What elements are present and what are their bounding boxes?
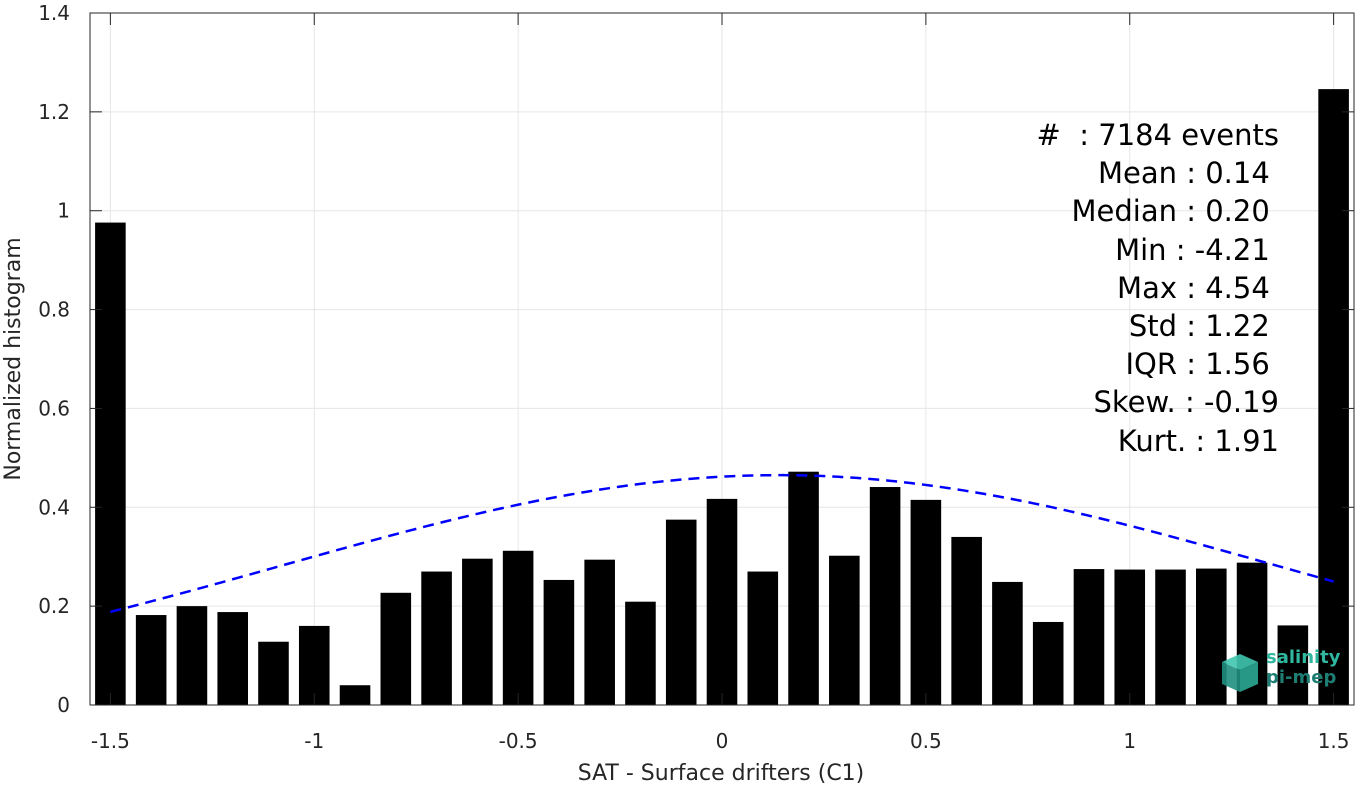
bar-20	[910, 499, 942, 705]
y-tick-label-0: 0	[57, 693, 70, 717]
bar-5	[298, 625, 330, 705]
bar-14	[665, 519, 697, 705]
bar-3	[217, 612, 248, 705]
bar-7	[380, 592, 412, 705]
logo-line2: pi-mep	[1266, 667, 1337, 688]
stat-events: # : 7184 events	[1036, 118, 1279, 152]
x-tick-label-6: 1.5	[1318, 729, 1350, 753]
stat-std: Std : 1.22	[1128, 309, 1279, 344]
bar-24	[1073, 569, 1105, 705]
bar-12	[584, 559, 615, 705]
bar-23	[1032, 621, 1064, 705]
y-tick-labels: 0 0.2 0.4 0.6 0.8 1 1.2 1.4	[38, 1, 70, 717]
bar-11	[543, 579, 575, 705]
bar-2	[176, 606, 208, 705]
bar-6	[339, 685, 371, 705]
stat-min: Min : -4.21	[1115, 232, 1279, 267]
bar-16	[747, 571, 779, 705]
bar-8	[421, 571, 452, 705]
stat-max: Max : 4.54	[1117, 270, 1279, 305]
bar-19	[869, 487, 901, 705]
bar-22	[992, 581, 1023, 705]
x-tick-label-1: -1	[304, 729, 324, 753]
salinity-pi-mep-logo: salinity pi-mep	[1218, 648, 1348, 696]
logo-text: salinity pi-mep	[1266, 648, 1341, 688]
y-tick-label-5: 1	[57, 199, 70, 223]
y-axis-label: Normalized histogram	[1, 237, 26, 480]
stat-skew: Skew. : -0.19	[1093, 385, 1279, 420]
bars	[95, 89, 1349, 706]
y-tick-label-1: 0.2	[38, 594, 70, 618]
logo-cube-icon	[1222, 654, 1258, 692]
bar-30	[1318, 89, 1349, 706]
bar-18	[829, 555, 860, 705]
axes-frame	[89, 12, 1355, 706]
grid-lines	[90, 12, 1354, 706]
bar-1	[135, 615, 167, 705]
bar-26	[1155, 569, 1186, 705]
x-tick-label-2: -0.5	[499, 729, 538, 753]
x-axis-label: SAT - Surface drifters (C1)	[578, 761, 865, 785]
x-tick-labels: -1.5 -1 -0.5 0 0.5 1 1.5	[91, 729, 1350, 753]
x-tick-label-3: 0	[716, 729, 729, 753]
logo-line1: salinity	[1266, 647, 1341, 668]
bar-29	[1277, 625, 1309, 705]
bar-0	[95, 222, 126, 705]
statistics-box: # : 7184 events Mean : 0.14 Median : 0.2…	[1037, 116, 1279, 460]
bar-4	[258, 641, 289, 705]
bar-25	[1114, 569, 1146, 705]
x-tick-label-4: 0.5	[910, 729, 942, 753]
bar-27	[1196, 568, 1227, 705]
stat-mean: Mean : 0.14	[1097, 156, 1279, 191]
y-tick-label-7: 1.4	[38, 1, 70, 25]
bar-13	[625, 601, 656, 705]
stat-median: Median : 0.20	[1071, 194, 1279, 229]
bar-10	[502, 550, 534, 705]
stat-iqr: IQR : 1.56	[1125, 347, 1279, 382]
bar-17	[788, 471, 819, 705]
stat-kurt: Kurt. : 1.91	[1117, 423, 1279, 458]
y-tick-label-4: 0.8	[38, 298, 70, 322]
y-tick-label-2: 0.4	[38, 495, 70, 519]
x-tick-label-5: 1	[1123, 729, 1136, 753]
x-tick-label-0: -1.5	[91, 729, 130, 753]
bar-9	[462, 558, 493, 705]
y-tick-label-6: 1.2	[38, 100, 70, 124]
y-tick-label-3: 0.6	[38, 396, 70, 420]
bar-15	[706, 498, 738, 705]
bar-21	[951, 536, 982, 705]
